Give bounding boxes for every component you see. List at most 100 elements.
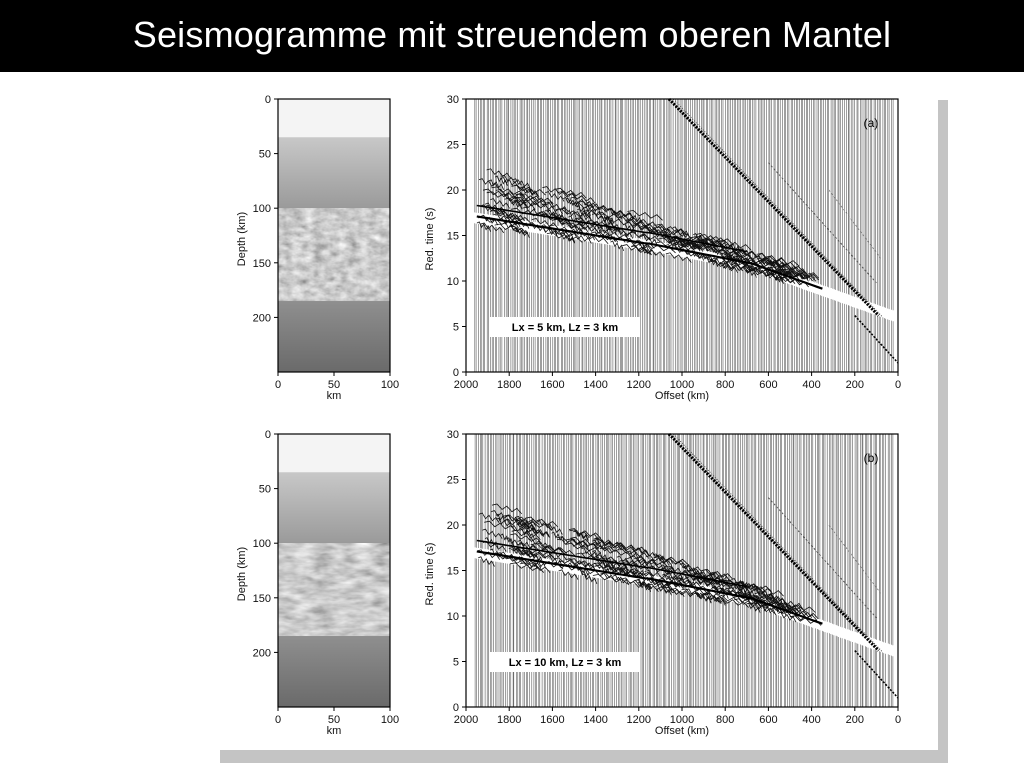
seis-xtick-label: 2000	[454, 379, 478, 391]
model-xtick-label: 100	[381, 379, 399, 391]
seis-ytick-label: 5	[453, 322, 459, 334]
model-ytick-label: 150	[253, 258, 271, 270]
model-panel: 0 50 100 150 200 0 50 100 km Depth (km)	[236, 429, 399, 737]
model-xtick-label: 50	[328, 714, 340, 726]
seis-ytick-label: 0	[453, 367, 459, 379]
model-ytick-label: 0	[265, 429, 271, 441]
panel-label: (a)	[864, 116, 879, 130]
seis-ytick-label: 10	[447, 611, 459, 623]
model-layer	[278, 99, 390, 138]
annotation-bg	[490, 317, 640, 337]
model-xlabel: km	[327, 390, 342, 402]
crustal-phase	[667, 97, 880, 317]
model-layer	[278, 137, 390, 209]
seis-xtick-label: 800	[716, 714, 734, 726]
seis-xtick-label: 1800	[497, 714, 521, 726]
model-ytick-label: 200	[253, 312, 271, 324]
model-panel: 0 50 100 150 200 0 50 100 km Depth (km)	[236, 94, 399, 402]
title-bar: Seismogramme mit streuendem oberen Mante…	[0, 0, 1024, 72]
seis-xtick-label: 600	[759, 379, 777, 391]
second-arrival	[476, 204, 747, 253]
seis-xtick-label: 0	[895, 714, 901, 726]
model-layer	[278, 301, 390, 372]
seis-xtick-label: 1000	[670, 714, 694, 726]
model-ytick-label: 150	[253, 593, 271, 605]
model-ytick-label: 50	[259, 484, 271, 496]
trace-lines	[474, 99, 894, 372]
figure: 0 50 100 150 200 0 50 100 km Depth (km) 0 5 10 15 20 25…	[214, 86, 938, 750]
seis-ytick-label: 5	[453, 657, 459, 669]
model-layer	[278, 472, 390, 544]
annotation-bg	[490, 652, 640, 672]
seis-xtick-label: 800	[716, 379, 734, 391]
crustal-phase	[667, 432, 880, 652]
model-layer	[278, 434, 390, 473]
seis-ytick-label: 30	[447, 429, 459, 441]
model-xtick-label: 0	[275, 379, 281, 391]
seis-xtick-label: 1600	[540, 379, 564, 391]
model-xtick-label: 100	[381, 714, 399, 726]
seis-xtick-label: 400	[802, 714, 820, 726]
seis-xtick-label: 200	[846, 379, 864, 391]
seis-ytick-label: 20	[447, 185, 459, 197]
seis-xtick-label: 600	[759, 714, 777, 726]
model-ylabel: Depth (km)	[236, 547, 248, 601]
seis-ytick-label: 15	[447, 231, 459, 243]
seis-xtick-label: 1400	[583, 379, 607, 391]
annotation-text: Lx = 5 km, Lz = 3 km	[512, 322, 619, 334]
first-arrival	[476, 550, 823, 625]
pg-phase	[854, 315, 899, 364]
crustal-phase-shadow	[672, 98, 884, 318]
seis-xtick-label: 2000	[454, 714, 478, 726]
seis-xlabel: Offset (km)	[655, 725, 709, 737]
scattered-coda	[476, 168, 819, 288]
seis-xtick-label: 0	[895, 379, 901, 391]
pg-phase	[854, 650, 899, 699]
seis-ytick-label: 25	[447, 475, 459, 487]
coda-path	[476, 168, 819, 288]
model-layer	[278, 543, 390, 637]
panel-label: (b)	[864, 451, 879, 465]
model-layer	[278, 636, 390, 707]
secondary-phase	[768, 497, 877, 619]
model-xtick-label: 50	[328, 379, 340, 391]
seis-ytick-label: 30	[447, 94, 459, 106]
seis-ytick-label: 0	[453, 702, 459, 714]
seis-xtick-label: 200	[846, 714, 864, 726]
model-ytick-label: 50	[259, 149, 271, 161]
slide-title: Seismogramme mit streuendem oberen Mante…	[132, 14, 892, 55]
crustal-phase-shadow	[672, 433, 884, 653]
seis-ytick-label: 20	[447, 520, 459, 532]
model-ytick-label: 100	[253, 203, 271, 215]
annotation-text: Lx = 10 km, Lz = 3 km	[509, 657, 622, 669]
model-ytick-label: 0	[265, 94, 271, 106]
model-ytick-label: 100	[253, 538, 271, 550]
seis-xtick-label: 1200	[627, 379, 651, 391]
seis-xtick-label: 1600	[540, 714, 564, 726]
secondary-phase	[768, 162, 877, 284]
seis-ytick-label: 15	[447, 566, 459, 578]
annotation-box: Lx = 5 km, Lz = 3 km	[490, 317, 640, 337]
seis-ylabel: Red. time (s)	[424, 543, 436, 606]
seis-xtick-label: 1200	[627, 714, 651, 726]
second-arrival	[476, 539, 747, 588]
annotation-box: Lx = 10 km, Lz = 3 km	[490, 652, 640, 672]
seis-ytick-label: 10	[447, 276, 459, 288]
seis-xtick-label: 400	[802, 379, 820, 391]
trace-lines	[474, 434, 894, 707]
model-xtick-label: 0	[275, 714, 281, 726]
trace-path	[474, 99, 894, 372]
seis-xtick-label: 1000	[670, 379, 694, 391]
first-arrival	[476, 215, 823, 290]
seis-xtick-label: 1800	[497, 379, 521, 391]
seis-ytick-label: 25	[447, 140, 459, 152]
seis-xtick-label: 1400	[583, 714, 607, 726]
seis-ylabel: Red. time (s)	[424, 208, 436, 271]
model-layer	[278, 208, 390, 302]
model-ytick-label: 200	[253, 647, 271, 659]
